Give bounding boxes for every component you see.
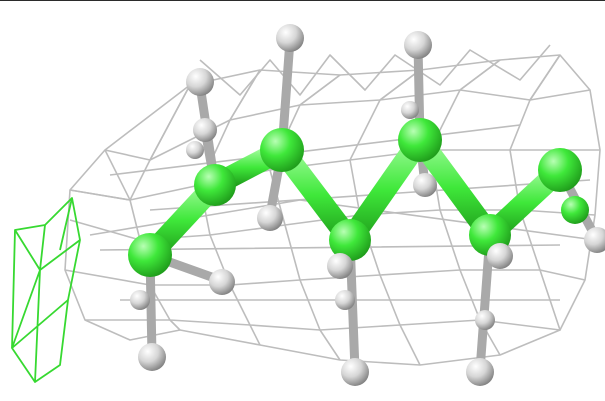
hydrogen-atom <box>335 290 355 310</box>
hydrogen-atom <box>257 205 283 231</box>
carbon-atom <box>561 196 589 224</box>
hydrogen-atom <box>186 141 204 159</box>
hydrogen-atom <box>186 68 214 96</box>
carbon-atom <box>538 148 582 192</box>
hydrogen-atom <box>404 31 432 59</box>
hydrogen-atom <box>401 101 419 119</box>
hydrogen-atoms <box>130 24 605 386</box>
hydrogen-atom <box>475 310 495 330</box>
carbon-atom <box>329 219 371 261</box>
carbon-atom <box>398 118 442 162</box>
carbon-atom <box>260 128 304 172</box>
hydrogen-atom <box>584 227 605 253</box>
hydrogen-atom <box>327 253 353 279</box>
hydrogen-atom <box>193 118 217 142</box>
carbon-atoms <box>128 118 589 277</box>
hydrogen-atom <box>209 269 235 295</box>
hydrogen-atom <box>487 243 513 269</box>
hydrogen-atom <box>466 358 494 386</box>
hydrogen-atom <box>130 290 150 310</box>
hydrogen-atom <box>138 343 166 371</box>
carbon-atom <box>128 233 172 277</box>
top-border <box>0 0 605 1</box>
hydrogen-atom <box>276 24 304 52</box>
green-density-cage <box>11 197 81 383</box>
hydrogen-atom <box>341 358 369 386</box>
hydrogen-atom <box>413 173 437 197</box>
carbon-atom <box>194 164 236 206</box>
